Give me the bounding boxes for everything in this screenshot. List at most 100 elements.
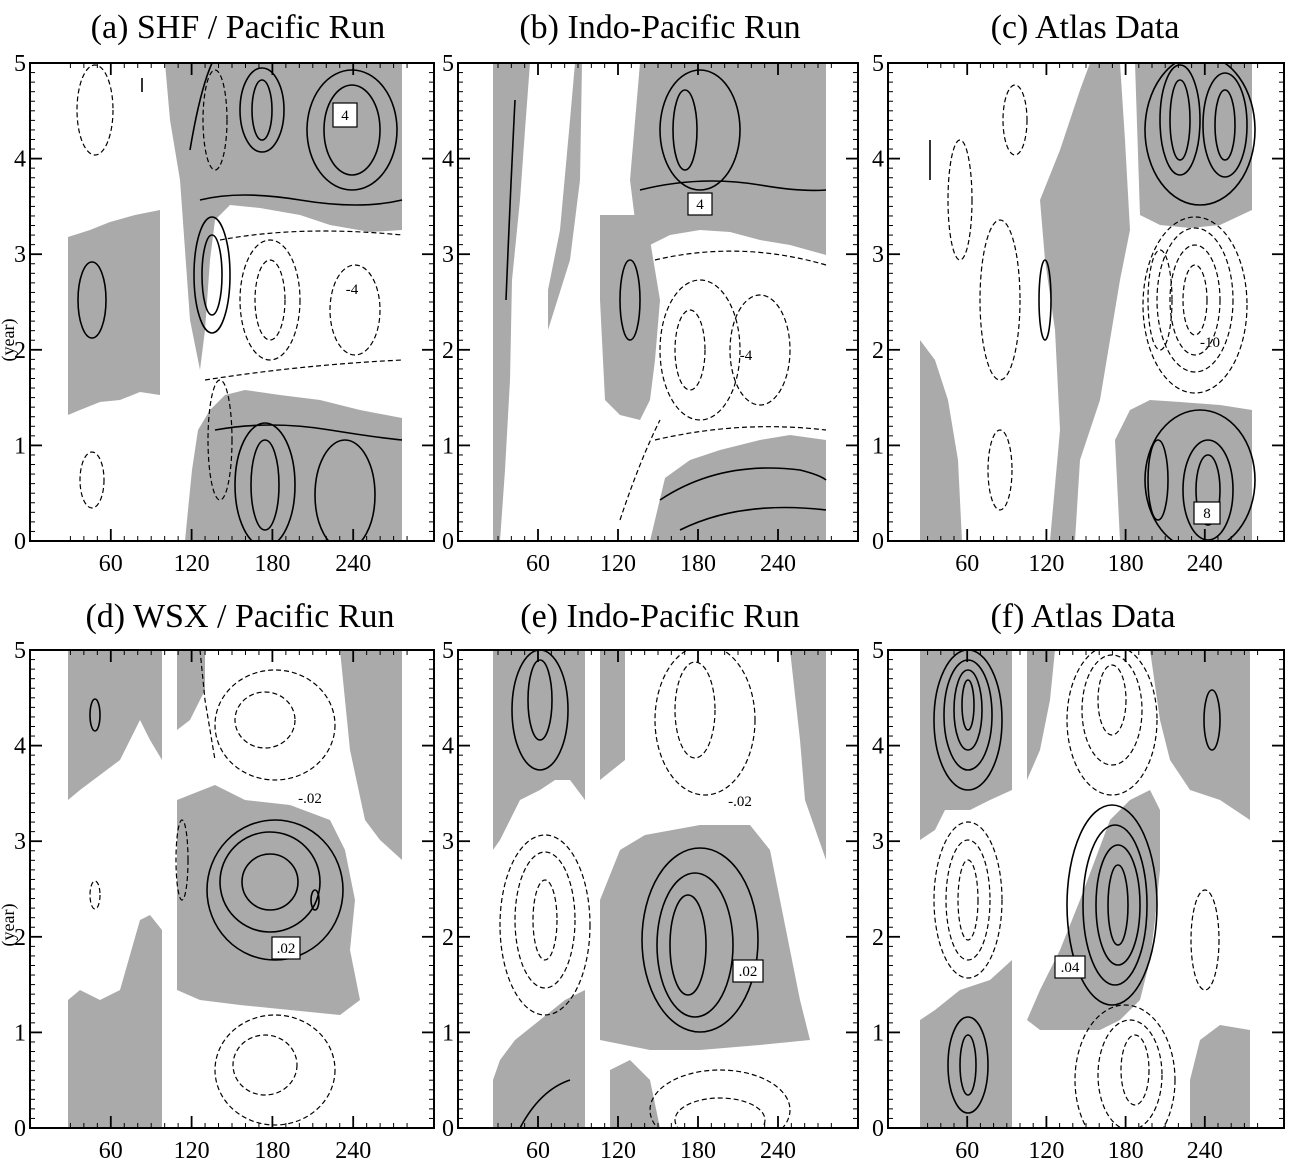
panel-a-contour: [234, 422, 296, 541]
panel-b-contour: [639, 180, 827, 192]
panel-c-contour: [1144, 409, 1256, 541]
panel-d-contour: [241, 853, 299, 911]
panel-a-shade-left: [68, 210, 160, 415]
y-tick-label: 3: [442, 829, 454, 855]
x-tick-label: 180: [254, 1138, 290, 1164]
y-tick-label: 2: [14, 338, 26, 364]
panel-c-contour: [1144, 63, 1256, 206]
panel-c-contour-neg: [1169, 244, 1221, 356]
panel-f-shade-bottom: [1190, 1025, 1250, 1128]
y-tick-label: 4: [442, 734, 454, 760]
panel-f-shade-topleft: [920, 650, 1012, 840]
panel-c-shade-diag: [1040, 63, 1130, 541]
x-tick-label: 60: [526, 551, 550, 577]
panel-f-contour-neg: [933, 821, 1003, 979]
panel-f-contour-neg: [1081, 654, 1143, 766]
y-tick-label: 0: [442, 1116, 454, 1142]
x-tick-label: 180: [254, 551, 290, 577]
panel-b-contour-label: 4: [696, 197, 704, 213]
panel-a-title: (a) SHF / Pacific Run: [91, 9, 386, 46]
y-tick-label: 1: [872, 433, 884, 459]
panel-f-shade-botleft: [920, 960, 1012, 1128]
panel-d-contour-label: -.02: [298, 791, 322, 807]
panel-e-contour-neg: [654, 650, 756, 796]
panel-d-contour-label: .02: [277, 941, 296, 957]
panel-c-title: (c) Atlas Data: [991, 9, 1180, 46]
panel-b-contour-neg: [674, 309, 706, 391]
panel-e-contour: [519, 1079, 571, 1128]
panel-b-contour-neg: [729, 294, 791, 406]
panel-a-contour-neg: [204, 359, 403, 381]
panel-c-contour-neg: [987, 429, 1013, 511]
panel-d-shade-botleft: [68, 915, 162, 1128]
y-tick-label: 4: [14, 734, 26, 760]
x-tick-label: 60: [526, 1138, 550, 1164]
panel-c-contour-neg: [1002, 84, 1028, 156]
x-tick-label: 180: [1108, 1138, 1144, 1164]
panel-a-contour: [306, 69, 398, 191]
y-tick-label: 0: [442, 529, 454, 555]
y-tick-label: 1: [14, 433, 26, 459]
panel-b-contour: [619, 259, 641, 341]
panel-c-contours: [920, 63, 1256, 541]
panel-c-contour-neg: [1156, 227, 1234, 373]
panel-d-contour-neg: [214, 669, 336, 781]
y-tick-label: 4: [14, 147, 26, 173]
panel-e-contour-label: -.02: [728, 794, 752, 810]
panel-d-contour-neg: [89, 880, 101, 910]
panel-c-contour-neg: [979, 219, 1021, 381]
x-tick-label: 120: [600, 551, 636, 577]
y-tick-label: 3: [442, 242, 454, 268]
x-tick-label: 240: [335, 551, 371, 577]
x-tick-label: 60: [955, 1138, 979, 1164]
panel-f-contour: [1203, 689, 1221, 751]
panel-b-shade-left: [493, 63, 530, 541]
panel-b-contour-neg: [654, 250, 827, 266]
panel-e-contour: [527, 659, 553, 741]
panel-f-contour-neg: [1190, 889, 1220, 991]
panel-a-contours: [68, 63, 403, 541]
x-tick-label: 120: [174, 551, 210, 577]
panel-f-contour-neg: [1074, 1004, 1176, 1128]
panel-a-contour-neg: [254, 259, 286, 341]
panel-e-contour: [641, 847, 759, 1033]
panel-d-ylabel: (year): [0, 904, 19, 947]
panel-e-contour: [669, 894, 707, 996]
panel-c-xticks: 60 120 180 240: [927, 63, 1259, 577]
panel-e-shade-topright: [790, 650, 826, 860]
x-tick-label: 120: [600, 1138, 636, 1164]
panel-f-contour: [947, 1016, 989, 1114]
y-tick-label: 3: [14, 242, 26, 268]
panel-a-contour: [250, 439, 280, 531]
panel-e-xticks: 60 120 180 240: [497, 650, 832, 1164]
panel-d-contour: [206, 819, 344, 961]
panel-d-contour: [310, 889, 320, 911]
panel-e-contour-neg: [532, 879, 558, 961]
y-tick-label: 4: [442, 147, 454, 173]
y-tick-label: 1: [14, 1020, 26, 1046]
panel-b-contour-neg: [619, 419, 661, 521]
x-tick-label: 60: [99, 1138, 123, 1164]
panel-f-contour-neg: [945, 839, 991, 961]
panel-a-contour-neg: [329, 264, 381, 356]
panel-b-yticks: 0 1 2 3 4 5: [442, 51, 858, 555]
panel-d-contour-neg: [234, 691, 296, 749]
panel-f-contour: [961, 679, 975, 731]
panel-a-contour-neg: [202, 69, 228, 171]
y-tick-label: 0: [872, 529, 884, 555]
panel-a-shade-top: [165, 63, 402, 370]
panel-c-contour-neg: [1182, 264, 1208, 336]
y-tick-label: 2: [442, 338, 454, 364]
panel-e-shade-botleft: [493, 990, 585, 1128]
panel-f-contour: [1066, 804, 1158, 1006]
y-tick-label: 5: [442, 51, 454, 77]
panel-b-contour-label-box: [687, 192, 713, 216]
panel-a-contour: [314, 439, 376, 541]
panel-b-shade-top: [630, 63, 826, 260]
panel-e-contours: [493, 650, 826, 1128]
y-tick-label: 5: [14, 51, 26, 77]
panel-d-shade-topright: [340, 650, 402, 860]
panel-c-contour: [1202, 72, 1248, 178]
panel-d-contour-neg: [232, 1034, 298, 1096]
panel-a-contour: [201, 234, 223, 316]
